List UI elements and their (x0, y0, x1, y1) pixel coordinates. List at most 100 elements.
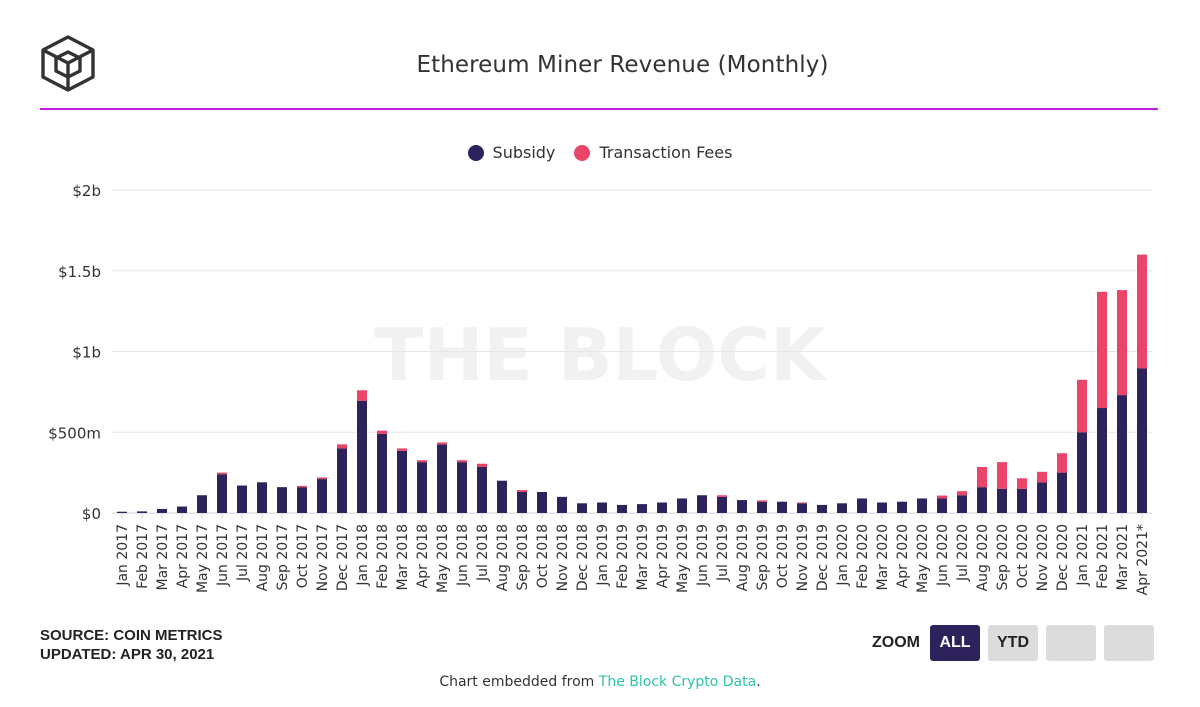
bar-subsidy (457, 462, 467, 513)
bar-fees (457, 460, 467, 463)
x-tick-label: Nov 2018 (555, 524, 571, 591)
x-tick-label: Jul 2019 (715, 524, 731, 582)
legend-label-subsidy: Subsidy (492, 143, 556, 162)
x-tick-label: Nov 2017 (315, 524, 331, 591)
bar-fees (1057, 453, 1067, 473)
bar-fees (357, 390, 367, 401)
bar-subsidy (1017, 488, 1027, 513)
x-tick-label: Apr 2019 (655, 524, 671, 588)
bar-subsidy (217, 474, 227, 513)
x-tick-label: Jan 2017 (115, 524, 131, 587)
bar-subsidy (397, 450, 407, 513)
header-divider (40, 108, 1158, 110)
bar-fees (317, 477, 327, 480)
x-tick-label: Jun 2019 (695, 524, 711, 587)
x-tick-label: Dec 2019 (815, 524, 831, 591)
bar-fees (337, 444, 347, 449)
x-tick-label: Jan 2020 (835, 524, 851, 587)
x-tick-label: Sep 2020 (995, 524, 1011, 590)
embed-link[interactable]: The Block Crypto Data (598, 674, 757, 690)
bar-subsidy (237, 485, 247, 513)
y-axis-ticks: $0 $500m $1b $1.5b $2b (48, 182, 101, 523)
zoom-blank-button-1[interactable] (1046, 625, 1096, 661)
bar-fees (1097, 291, 1107, 409)
x-tick-label: May 2017 (195, 524, 211, 593)
x-tick-label: Oct 2019 (775, 524, 791, 588)
bar-fees (477, 463, 487, 467)
updated-text: UPDATED: APR 30, 2021 (40, 646, 215, 663)
y-tick-label: $1b (72, 344, 101, 362)
bar-fees (297, 485, 307, 488)
bar-subsidy (1037, 482, 1047, 513)
bar-fees (757, 500, 767, 502)
bar-subsidy (997, 488, 1007, 513)
bar-subsidy (1117, 395, 1127, 513)
bar-subsidy (717, 496, 727, 513)
embed-suffix: . (756, 674, 761, 690)
x-tick-label: Feb 2020 (855, 524, 871, 589)
x-tick-label: Feb 2019 (615, 524, 631, 589)
bar-subsidy (137, 511, 147, 513)
x-tick-label: Mar 2020 (875, 524, 891, 591)
legend-item-subsidy[interactable]: Subsidy (467, 143, 556, 162)
x-tick-label: Nov 2020 (1035, 524, 1051, 591)
zoom-all-button[interactable]: ALL (930, 625, 980, 661)
x-tick-label: Dec 2020 (1055, 524, 1071, 591)
bar-subsidy (757, 501, 767, 513)
bar-fees (717, 495, 727, 497)
bar-fees (517, 490, 527, 493)
x-tick-label: Jul 2020 (955, 524, 971, 582)
x-tick-label: Jul 2017 (235, 524, 251, 582)
bar-subsidy (117, 511, 127, 513)
bar-subsidy (197, 495, 207, 513)
x-tick-label: Oct 2018 (535, 524, 551, 588)
x-tick-label: Sep 2019 (755, 524, 771, 590)
legend: Subsidy Transaction Fees (0, 143, 1200, 165)
bar-subsidy (177, 506, 187, 513)
legend-swatch-fees (574, 144, 591, 161)
bar-subsidy (597, 502, 607, 513)
bar-subsidy (417, 462, 427, 513)
x-tick-label: May 2020 (915, 524, 931, 593)
x-tick-label: May 2019 (675, 524, 691, 593)
bars (117, 254, 1147, 513)
bar-fees (1117, 290, 1127, 396)
bar-subsidy (557, 496, 567, 513)
bar-subsidy (157, 508, 167, 513)
x-tick-label: Apr 2020 (895, 524, 911, 588)
x-tick-label: Mar 2017 (155, 524, 171, 591)
bar-fees (797, 502, 807, 504)
zoom-ytd-button[interactable]: YTD (988, 625, 1038, 661)
x-tick-label: Apr 2021* (1135, 524, 1151, 595)
bar-subsidy (577, 503, 587, 513)
x-tick-label: Feb 2021 (1095, 524, 1111, 589)
x-tick-label: Jan 2019 (595, 524, 611, 587)
bar-subsidy (517, 492, 527, 513)
x-tick-label: Jun 2020 (935, 524, 951, 587)
bar-subsidy (1057, 472, 1067, 513)
y-tick-label: $1.5b (58, 263, 101, 281)
legend-item-fees[interactable]: Transaction Fees (574, 143, 732, 162)
chart-title: Ethereum Miner Revenue (Monthly) (416, 52, 829, 78)
x-tick-label: Jan 2018 (355, 524, 371, 587)
bar-subsidy (537, 492, 547, 513)
bar-subsidy (697, 495, 707, 513)
bar-subsidy (497, 480, 507, 513)
x-tick-label: May 2018 (435, 524, 451, 593)
x-tick-label: Mar 2021 (1115, 524, 1131, 591)
bar-subsidy (1097, 408, 1107, 513)
x-tick-label: Jul 2018 (475, 524, 491, 582)
x-tick-label: Sep 2018 (515, 524, 531, 590)
x-tick-label: Oct 2017 (295, 524, 311, 588)
bar-subsidy (817, 504, 827, 513)
bar-fees (1077, 379, 1087, 433)
bar-subsidy (1077, 432, 1087, 513)
x-tick-label: Jun 2017 (215, 524, 231, 587)
bar-subsidy (277, 487, 287, 513)
bar-subsidy (897, 501, 907, 513)
bar-subsidy (877, 502, 887, 513)
zoom-blank-button-2[interactable] (1104, 625, 1154, 661)
bar-subsidy (257, 482, 267, 513)
x-tick-label: Feb 2018 (375, 524, 391, 589)
x-tick-label: Aug 2018 (495, 524, 511, 591)
